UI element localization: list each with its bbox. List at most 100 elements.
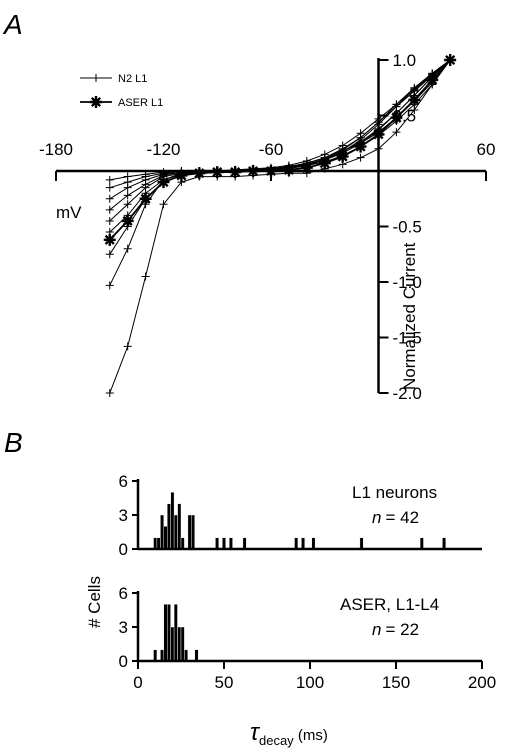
hist-l1-bar-1 bbox=[156, 537, 161, 550]
iv-point-9-0 bbox=[103, 233, 116, 246]
hist-aser-bar-6 bbox=[177, 626, 182, 662]
hist-l1-y-tick-label-0: 0 bbox=[119, 540, 128, 559]
hist-l1-bar-14 bbox=[242, 537, 247, 550]
hist-l1-bar-2 bbox=[160, 514, 164, 550]
tau-subscript: decay bbox=[259, 733, 294, 748]
hist-aser-title: ASER, L1-L4 bbox=[340, 595, 439, 614]
legend-marker-1 bbox=[90, 96, 102, 108]
hist-aser-bar-5 bbox=[173, 604, 178, 662]
hist-x-axis-label: τdecay (ms) bbox=[250, 719, 328, 748]
y-tick-label-0: 1.0 bbox=[393, 51, 417, 70]
iv-point-9-4 bbox=[175, 169, 188, 182]
hist-aser-x-tick-label-2: 100 bbox=[296, 673, 324, 692]
hist-aser-x-tick-label-1: 50 bbox=[215, 673, 234, 692]
iv-point-0-14 bbox=[356, 153, 365, 162]
iv-point-8-16 bbox=[392, 102, 401, 111]
iv-point-4-1 bbox=[123, 200, 132, 209]
hist-l1-y-tick-label-1: 3 bbox=[119, 506, 128, 525]
x-tick-label-0: -180 bbox=[39, 140, 73, 159]
hist-aser-bar-4 bbox=[170, 626, 175, 662]
hist-l1-bar-20 bbox=[442, 537, 446, 550]
hist-aser-bar-2 bbox=[163, 604, 168, 662]
iv-point-0-16 bbox=[392, 128, 401, 137]
iv-point-9-17 bbox=[408, 93, 421, 106]
hist-l1-title: L1 neurons bbox=[352, 483, 437, 502]
x-tick-label-3: 60 bbox=[477, 140, 496, 159]
x-axis-label: mV bbox=[56, 203, 82, 222]
iv-point-5-1 bbox=[123, 191, 132, 200]
panel-b: B # Cells 0 3 6 0 3 6 0 50 100 150 200 L1 neurons… bbox=[4, 427, 496, 748]
hist-aser-n-symbol: n bbox=[372, 620, 381, 639]
iv-series-line-0 bbox=[109, 59, 451, 394]
iv-point-0-3 bbox=[159, 200, 168, 209]
hist-l1-bar-19 bbox=[419, 537, 424, 550]
panel-a: A -180 -120 -60 60 1.0 0.5 -0.5 -1.0 -1.5 -2.0 N2… bbox=[2, 9, 495, 403]
hist-l1-bar-5 bbox=[170, 492, 175, 550]
legend-label-1: ASER L1 bbox=[118, 97, 163, 109]
iv-point-4-0 bbox=[105, 216, 114, 225]
hist-l1-bar-7 bbox=[177, 503, 182, 550]
iv-point-8-14 bbox=[356, 133, 365, 142]
hist-aser-y-tick-label-1: 3 bbox=[119, 618, 128, 637]
hist-l1-bar-4 bbox=[166, 503, 171, 550]
hist-aser-n: n = 22 bbox=[372, 620, 419, 639]
iv-point-9-2 bbox=[139, 192, 152, 205]
hist-l1-bar-15 bbox=[294, 537, 299, 550]
hist-l1-bar-18 bbox=[359, 537, 364, 550]
hist-l1-bar-8 bbox=[180, 537, 185, 550]
hist-aser-y-tick-label-0: 0 bbox=[119, 652, 128, 671]
iv-series-line-5 bbox=[109, 59, 451, 211]
iv-point-9-14 bbox=[354, 140, 367, 153]
y-axis-label: Normalized Current bbox=[400, 242, 419, 390]
iv-point-9-12 bbox=[318, 157, 331, 170]
y-tick-label-2: -0.5 bbox=[393, 218, 422, 237]
iv-point-8-17 bbox=[410, 87, 419, 96]
hist-aser-y-tick-label-2: 6 bbox=[119, 584, 128, 603]
iv-point-9-16 bbox=[390, 111, 403, 124]
histogram-aser: 0 3 6 0 50 100 150 200 bbox=[119, 584, 497, 692]
iv-point-9-3 bbox=[157, 176, 170, 189]
panel-a-label: A bbox=[2, 9, 23, 40]
iv-point-1-1 bbox=[123, 244, 132, 253]
iv-point-0-1 bbox=[123, 342, 132, 351]
hist-aser-bar-3 bbox=[166, 604, 171, 662]
x-tick-label-1: -120 bbox=[146, 140, 180, 159]
hist-l1-n-symbol: n bbox=[372, 508, 381, 527]
legend-marker-0 bbox=[92, 74, 100, 82]
iv-point-8-0 bbox=[105, 175, 114, 184]
hist-l1-y-tick-label-2: 6 bbox=[119, 472, 128, 491]
hist-aser-bar-7 bbox=[180, 626, 185, 662]
hist-aser-bar-9 bbox=[194, 649, 199, 662]
iv-point-9-18 bbox=[426, 73, 439, 86]
iv-point-5-0 bbox=[105, 205, 114, 214]
y-tick-label-4: -1.5 bbox=[393, 329, 422, 348]
iv-point-6-0 bbox=[105, 194, 114, 203]
hist-aser-x-tick-label-0: 0 bbox=[133, 673, 142, 692]
iv-point-9-11 bbox=[300, 161, 313, 174]
y-tick-label-3: -1.0 bbox=[393, 273, 422, 292]
hist-l1-bar-9 bbox=[187, 514, 192, 550]
hist-l1-bar-13 bbox=[228, 537, 233, 550]
hist-l1-bar-3 bbox=[163, 526, 168, 550]
iv-point-1-0 bbox=[105, 281, 114, 290]
iv-legend: N2 L1 ASER L1 bbox=[80, 73, 163, 109]
hist-aser-x-tick-label-3: 150 bbox=[382, 673, 410, 692]
iv-axes: -180 -120 -60 60 1.0 0.5 -0.5 -1.0 -1.5 -2.0 bbox=[39, 51, 495, 403]
hist-l1-bar-0 bbox=[153, 537, 158, 550]
hist-aser-bar-1 bbox=[160, 649, 164, 662]
tau-symbol: τ bbox=[250, 719, 261, 746]
x-tick-label-2: -60 bbox=[259, 140, 284, 159]
hist-l1-bar-12 bbox=[222, 537, 226, 550]
iv-point-9-1 bbox=[121, 214, 134, 227]
iv-point-7-0 bbox=[105, 183, 114, 192]
y-tick-label-5: -2.0 bbox=[393, 384, 422, 403]
hist-aser-bar-8 bbox=[184, 649, 188, 662]
iv-point-9-19 bbox=[444, 54, 457, 66]
panel-b-label: B bbox=[4, 427, 23, 458]
iv-point-0-2 bbox=[141, 272, 150, 281]
hist-l1-n: n = 42 bbox=[372, 508, 419, 527]
iv-point-0-0 bbox=[105, 389, 114, 397]
hist-l1-bar-10 bbox=[191, 514, 195, 550]
hist-aser-n-value: = 22 bbox=[385, 620, 419, 639]
